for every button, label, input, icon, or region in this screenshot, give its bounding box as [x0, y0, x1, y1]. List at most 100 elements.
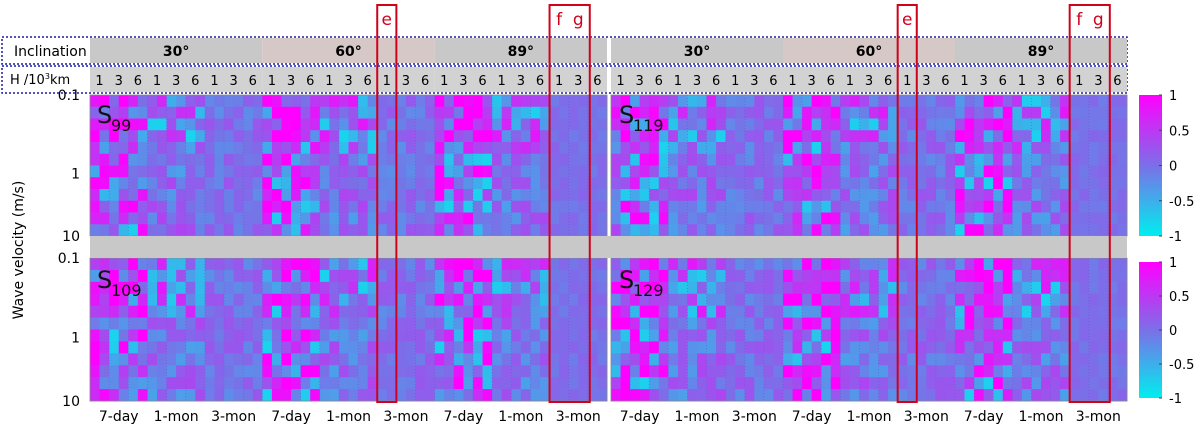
heatmap-cell — [935, 269, 946, 283]
heatmap-cell — [300, 212, 311, 225]
heatmap-cell — [492, 293, 503, 307]
heatmap-cell — [99, 177, 110, 190]
heatmap-cell — [90, 281, 100, 295]
heatmap-cell — [99, 212, 110, 225]
heatmap-cell — [338, 95, 349, 108]
heatmap-cell — [1060, 200, 1071, 213]
heatmap-cell — [291, 281, 302, 295]
heatmap-cell — [974, 389, 985, 402]
heatmap-cell — [377, 106, 388, 119]
heatmap-cell — [668, 142, 679, 155]
heatmap-cell — [319, 353, 330, 366]
heatmap-cell — [463, 153, 474, 166]
heatmap-cell — [358, 177, 369, 190]
heatmap-cell — [888, 365, 899, 378]
heatmap-cell — [1117, 389, 1128, 402]
heatmap-cell — [830, 118, 841, 131]
heatmap-cell — [1012, 353, 1023, 366]
heatmap-cell — [568, 293, 579, 307]
heatmap-cell — [639, 317, 650, 330]
heatmap-cell — [109, 329, 120, 342]
heatmap-cell — [453, 377, 464, 390]
heatmap-cell — [530, 269, 541, 283]
heatmap-cell — [888, 269, 899, 283]
heatmap-cell — [90, 317, 100, 330]
heatmap-cell — [1041, 200, 1051, 213]
heatmap-cell — [1098, 305, 1109, 318]
heatmap-cell — [597, 305, 608, 318]
heatmap-cell — [1107, 118, 1118, 131]
heatmap-cell — [329, 305, 340, 318]
heatmap-cell — [907, 153, 918, 166]
heatmap-cell — [281, 329, 292, 342]
heatmap-cell — [725, 95, 736, 108]
heatmap-cell — [501, 95, 512, 108]
heatmap-cell — [252, 130, 263, 143]
heatmap-cell — [1002, 269, 1013, 283]
heatmap-cell — [935, 153, 946, 166]
heatmap-cell — [530, 258, 541, 271]
heatmap-cell — [348, 329, 359, 342]
altitude-value: 3 — [574, 74, 582, 89]
heatmap-cell — [377, 224, 388, 237]
heatmap-cell — [348, 189, 359, 202]
altitude-value: 6 — [1113, 74, 1121, 89]
heatmap-cell — [262, 130, 273, 143]
heatmap-cell — [243, 389, 254, 402]
heatmap-cell — [99, 153, 110, 166]
heatmap-cell — [783, 353, 793, 366]
heatmap-cell — [697, 212, 707, 225]
heatmap-cell — [687, 258, 698, 271]
heatmap-cell — [492, 353, 503, 366]
heatmap-cell — [1060, 142, 1071, 155]
heatmap-cell — [1021, 118, 1032, 131]
heatmap-cell — [386, 293, 397, 307]
heatmap-cell — [859, 118, 870, 131]
heatmap-cell — [310, 177, 321, 190]
heatmap-cell — [821, 212, 832, 225]
heatmap-cell — [926, 293, 937, 307]
heatmap-cell — [1031, 317, 1042, 330]
heatmap-cell — [568, 189, 579, 202]
heatmap-cell — [252, 106, 263, 119]
heatmap-cell — [377, 353, 388, 366]
heatmap-cell — [262, 177, 273, 190]
heatmap-cell — [658, 200, 669, 213]
heatmap-cell — [472, 142, 483, 155]
heatmap-cell — [137, 305, 148, 318]
heatmap-cell — [281, 200, 292, 213]
heatmap-cell — [425, 177, 436, 190]
heatmap-cell — [1098, 153, 1109, 166]
heatmap-cell — [945, 281, 956, 295]
heatmap-cell — [109, 365, 120, 378]
heatmap-cell — [195, 118, 206, 131]
heatmap-cell — [224, 212, 235, 225]
heatmap-cell — [677, 142, 688, 155]
heatmap-cell — [611, 200, 621, 213]
heatmap-cell — [1098, 353, 1109, 366]
heatmap-cell — [744, 377, 755, 390]
heatmap-cell — [945, 389, 956, 402]
heatmap-cell — [744, 353, 755, 366]
heatmap-cell — [271, 224, 282, 237]
heatmap-cell — [725, 106, 736, 119]
heatmap-cell — [630, 177, 641, 190]
heatmap-cell — [878, 377, 889, 390]
heatmap-cell — [620, 130, 631, 143]
heatmap-cell — [1021, 341, 1032, 354]
heatmap-cell — [568, 200, 579, 213]
heatmap-cell — [1031, 258, 1042, 271]
heatmap-cell — [945, 353, 956, 366]
heatmap-cell — [859, 389, 870, 402]
heatmap-cell — [754, 365, 765, 378]
heatmap-cell — [271, 200, 282, 213]
heatmap-cell — [291, 293, 302, 307]
heatmap-cell — [706, 281, 717, 295]
heatmap-cell — [587, 293, 598, 307]
heatmap-cell — [568, 212, 579, 225]
heatmap-cell — [725, 130, 736, 143]
heatmap-cell — [897, 118, 908, 131]
heatmap-cell — [869, 118, 879, 131]
highlight-label: f — [556, 10, 563, 30]
heatmap-cell — [367, 165, 378, 178]
